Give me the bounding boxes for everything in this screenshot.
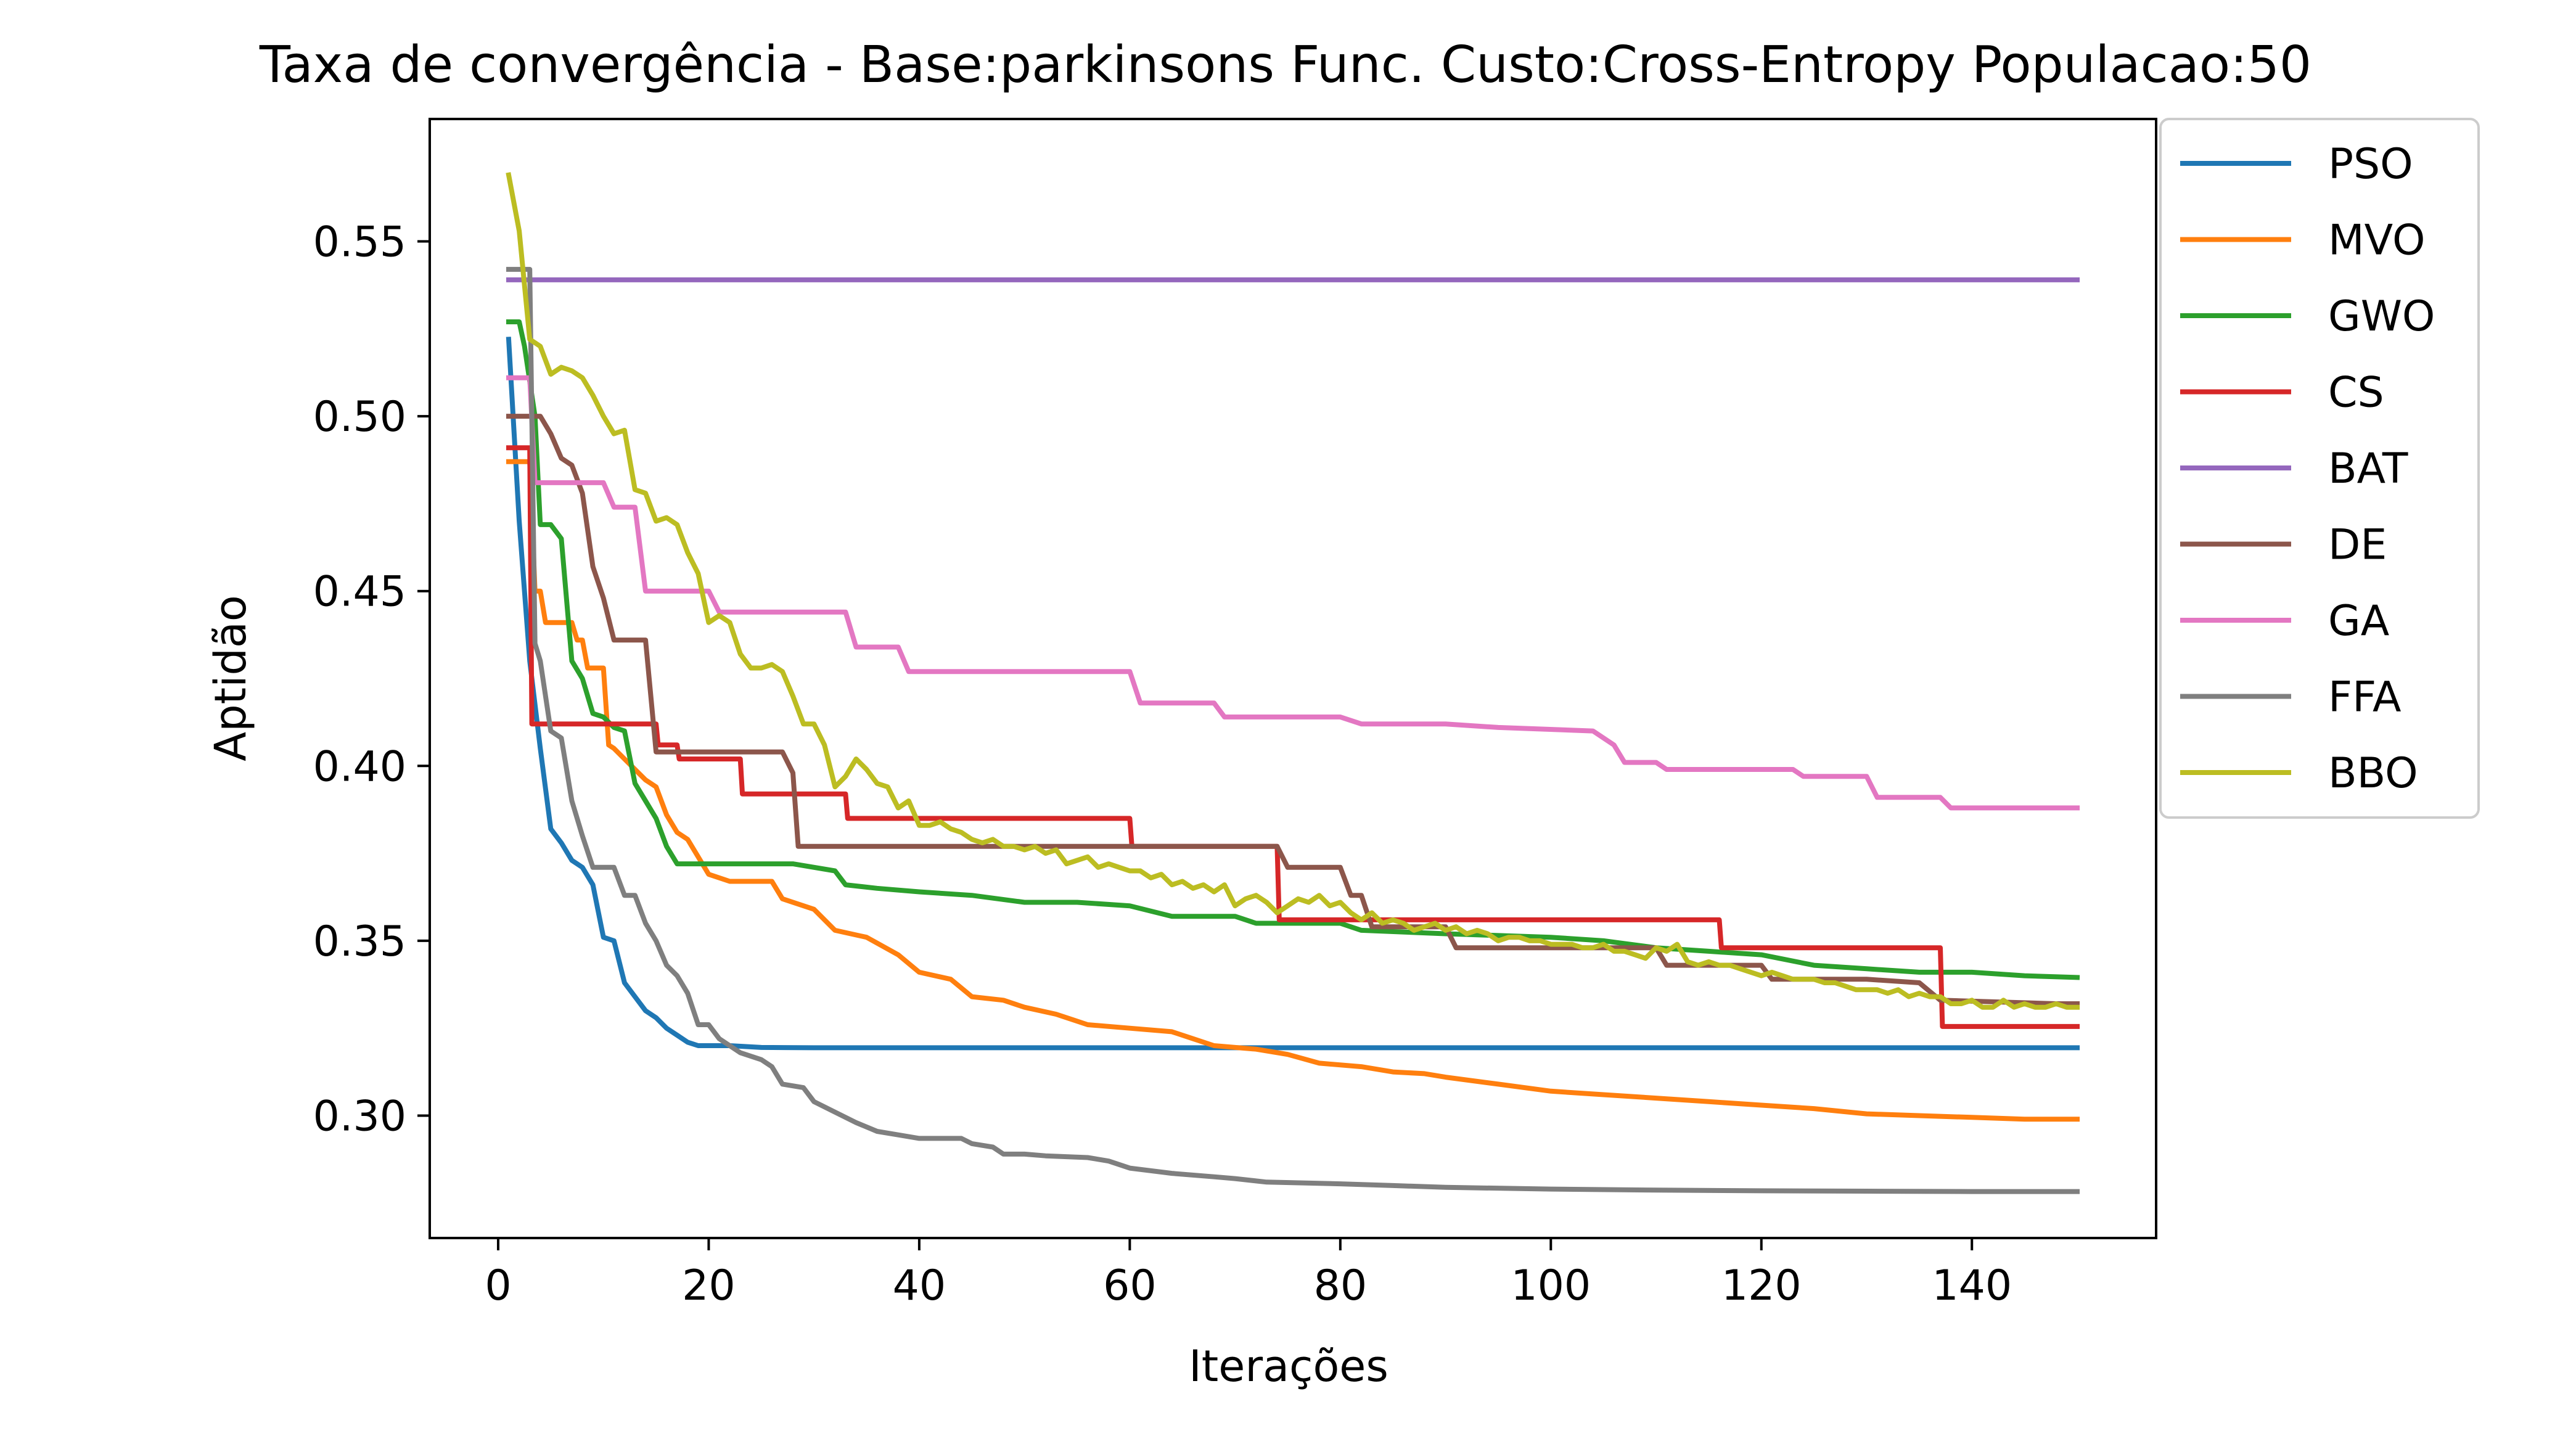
x-tick-label: 20 xyxy=(682,1261,736,1310)
y-tick-label: 0.55 xyxy=(313,218,406,267)
series-line-ffa xyxy=(506,266,2080,1194)
y-tick-label: 0.35 xyxy=(313,917,406,966)
legend-label-ffa: FFA xyxy=(2328,673,2402,722)
series-line-de xyxy=(506,414,2080,1006)
y-axis-ticks: 0.30 0.35 0.40 0.45 0.50 0.55 xyxy=(313,218,430,1141)
legend-label-gwo: GWO xyxy=(2328,292,2435,341)
y-tick-label: 0.40 xyxy=(313,742,406,791)
y-tick-label: 0.50 xyxy=(313,393,406,441)
legend-box xyxy=(2159,118,2480,819)
series-line-gwo xyxy=(506,319,2080,980)
series-line-bbo xyxy=(506,172,2080,1010)
y-axis-label: Aptidão xyxy=(205,595,256,761)
x-tick-label: 80 xyxy=(1314,1261,1368,1310)
x-tick-label: 0 xyxy=(485,1261,511,1310)
legend-label-pso: PSO xyxy=(2328,140,2413,189)
legend: PSO MVO GWO CS BAT DE GA FFA BBO xyxy=(2159,118,2480,819)
legend-label-ga: GA xyxy=(2328,597,2389,646)
series-line-ga xyxy=(506,375,2080,811)
legend-label-de: DE xyxy=(2328,521,2387,570)
chart-title: Taxa de convergência - Base:parkinsons F… xyxy=(259,36,2311,94)
legend-label-bat: BAT xyxy=(2328,445,2408,493)
plot-series xyxy=(506,172,2080,1194)
x-tick-label: 140 xyxy=(1932,1261,2012,1310)
legend-label-mvo: MVO xyxy=(2328,216,2426,265)
x-tick-label: 40 xyxy=(893,1261,946,1310)
series-line-mvo xyxy=(506,459,2080,1122)
y-tick-label: 0.45 xyxy=(313,568,406,617)
y-tick-label: 0.30 xyxy=(313,1092,406,1141)
series-line-cs xyxy=(506,445,2080,1029)
x-tick-label: 60 xyxy=(1103,1261,1157,1310)
legend-label-cs: CS xyxy=(2328,369,2384,417)
plot-area-frame xyxy=(429,118,2157,1239)
x-axis-label: Iterações xyxy=(1189,1341,1388,1392)
x-tick-label: 120 xyxy=(1721,1261,1802,1310)
x-tick-label: 100 xyxy=(1511,1261,1591,1310)
x-axis-ticks: 0 20 40 60 80 100 120 140 xyxy=(485,1238,2012,1310)
legend-label-bbo: BBO xyxy=(2328,749,2418,798)
series-line-pso xyxy=(506,337,2080,1051)
